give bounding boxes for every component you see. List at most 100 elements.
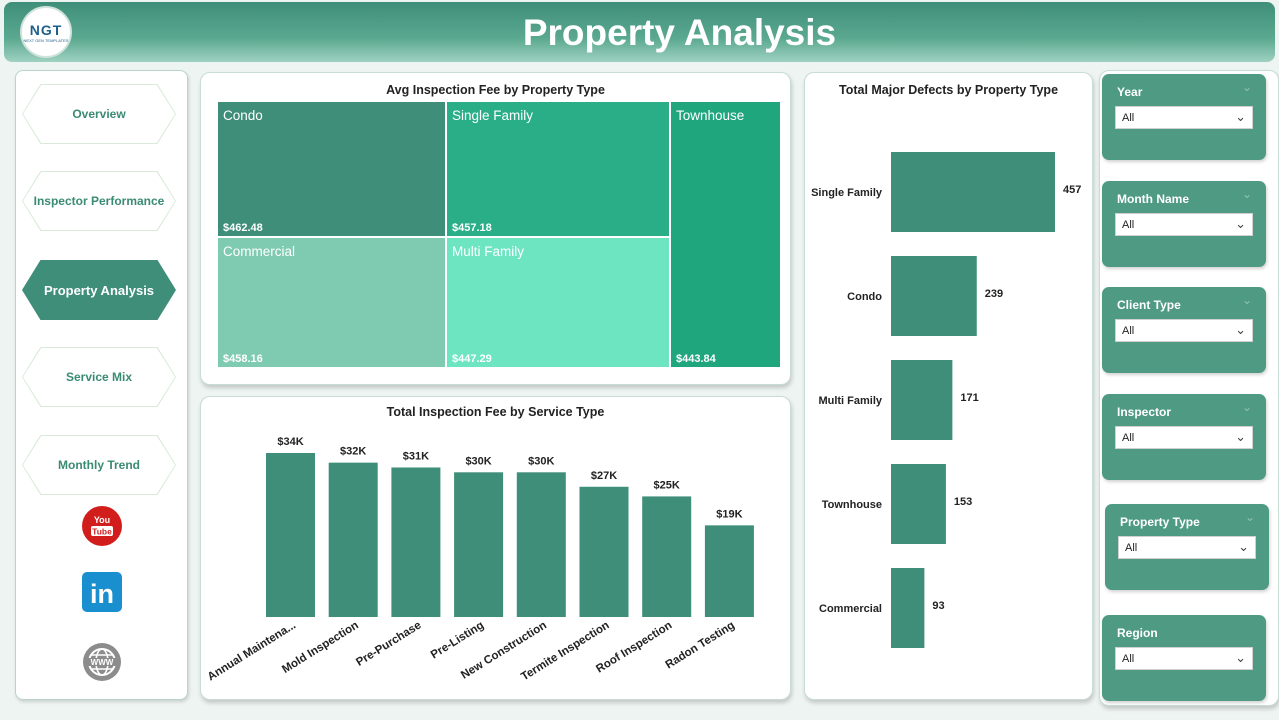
defect-bar[interactable] (891, 152, 1055, 232)
logo-text: NGT (29, 22, 63, 38)
nav-service-mix-label: Service Mix (23, 348, 175, 406)
chevron-down-icon[interactable]: ⌄ (1241, 293, 1252, 307)
filter-month-name-dropdown[interactable]: All ⌄ (1115, 213, 1253, 236)
logo: NGT NEXT GEN TEMPLATES (20, 6, 72, 58)
nav-overview-button[interactable]: Overview (22, 84, 176, 144)
tile-value: $447.29 (452, 353, 492, 365)
nav-inspector-performance-label: Inspector Performance (23, 172, 175, 230)
nav-inspector-performance-button[interactable]: Inspector Performance (22, 171, 176, 231)
filter-property-type-label: Property Type (1120, 515, 1200, 529)
youtube-icon[interactable]: You Tube (82, 506, 122, 546)
dropdown-value: All (1122, 112, 1135, 124)
filter-region: Region All ⌄ (1102, 615, 1266, 701)
filter-month-name: Month Name ⌄ All ⌄ (1102, 181, 1266, 267)
chevron-down-icon: ⌄ (1235, 322, 1246, 337)
globe-icon[interactable]: WWW (82, 642, 122, 682)
nav-service-mix-button[interactable]: Service Mix (22, 347, 176, 407)
column-bar[interactable] (266, 453, 315, 617)
column-data-label: $31K (403, 450, 429, 462)
defect-bar[interactable] (891, 256, 977, 336)
column-bar[interactable] (579, 486, 629, 617)
treemap-tile-single-family[interactable]: Single Family $457.18 (447, 102, 669, 236)
column-bar[interactable] (328, 462, 378, 617)
treemap-tile-condo[interactable]: Condo $462.48 (218, 102, 445, 236)
column-data-label: $30K (528, 455, 554, 467)
nav-property-analysis-label: Property Analysis (23, 261, 175, 319)
defects-chart-card: Total Major Defects by Property Type Sin… (804, 72, 1093, 700)
chevron-down-icon: ⌄ (1238, 539, 1249, 554)
defect-category-label: Townhouse (822, 499, 882, 511)
defect-data-label: 457 (1063, 184, 1081, 196)
logo-subtext: NEXT GEN TEMPLATES (23, 38, 69, 43)
tile-name: Single Family (452, 108, 534, 123)
filter-panel (1099, 70, 1279, 706)
nav-property-analysis-button[interactable]: Property Analysis (22, 260, 176, 320)
defect-bar[interactable] (891, 568, 925, 648)
chevron-down-icon: ⌄ (1235, 429, 1246, 444)
chevron-down-icon: ⌄ (1235, 216, 1246, 231)
defect-bar[interactable] (891, 360, 953, 440)
defect-category-label: Condo (847, 291, 882, 303)
nav-overview-label: Overview (23, 85, 175, 143)
svg-text:WWW: WWW (91, 658, 114, 667)
defects-chart: Single Family 457 Condo 239 Multi Family 171 T… (811, 152, 1081, 648)
dropdown-value: All (1122, 325, 1135, 337)
column-data-label: $30K (465, 455, 491, 467)
dropdown-value: All (1125, 542, 1138, 554)
tile-name: Condo (223, 108, 263, 123)
column-bar[interactable] (704, 525, 754, 617)
defect-category-label: Single Family (811, 187, 883, 199)
linkedin-icon[interactable]: in (82, 572, 122, 612)
filter-region-label: Region (1117, 626, 1158, 640)
svg-text:Tube: Tube (92, 527, 112, 537)
chevron-down-icon[interactable]: ⌄ (1244, 510, 1255, 524)
defect-category-label: Multi Family (818, 395, 882, 407)
defect-data-label: 153 (954, 496, 972, 508)
column-bar[interactable] (454, 472, 504, 617)
dropdown-value: All (1122, 219, 1135, 231)
defect-data-label: 93 (932, 600, 944, 612)
tile-value: $457.18 (452, 222, 492, 234)
defect-bar[interactable] (891, 464, 946, 544)
filter-inspector: Inspector ⌄ All ⌄ (1102, 394, 1266, 480)
nav-monthly-trend-label: Monthly Trend (23, 436, 175, 494)
column-data-label: $25K (654, 479, 680, 491)
chevron-down-icon[interactable]: ⌄ (1241, 187, 1252, 201)
filter-client-type-dropdown[interactable]: All ⌄ (1115, 319, 1253, 342)
filter-region-dropdown[interactable]: All ⌄ (1115, 647, 1253, 670)
chevron-down-icon[interactable]: ⌄ (1241, 400, 1252, 414)
filter-year: Year ⌄ All ⌄ (1102, 74, 1266, 160)
column-category-label: Pre-Purchase (354, 619, 423, 668)
filter-client-type-label: Client Type (1117, 298, 1181, 312)
filter-year-label: Year (1117, 85, 1143, 99)
filter-property-type-dropdown[interactable]: All ⌄ (1118, 536, 1256, 559)
tile-value: $462.48 (223, 222, 263, 234)
treemap-tile-multi-family[interactable]: Multi Family $447.29 (447, 238, 669, 367)
tile-name: Commercial (223, 244, 296, 259)
column-bar[interactable] (642, 496, 692, 617)
treemap-card: Avg Inspection Fee by Property Type Cond… (200, 72, 791, 385)
filter-inspector-dropdown[interactable]: All ⌄ (1115, 426, 1253, 449)
chevron-down-icon: ⌄ (1235, 650, 1246, 665)
svg-text:in: in (90, 579, 114, 609)
column-bar[interactable] (516, 472, 566, 617)
chevron-down-icon[interactable]: ⌄ (1241, 80, 1252, 94)
service-fee-chart-title: Total Inspection Fee by Service Type (386, 405, 605, 419)
tile-name: Townhouse (676, 108, 745, 123)
defect-data-label: 239 (985, 288, 1003, 300)
nav-monthly-trend-button[interactable]: Monthly Trend (22, 435, 176, 495)
tile-value: $443.84 (676, 353, 716, 365)
chevron-down-icon: ⌄ (1235, 109, 1246, 124)
treemap-tile-townhouse[interactable]: Townhouse $443.84 (671, 102, 780, 367)
treemap-title: Avg Inspection Fee by Property Type (386, 83, 605, 97)
filter-client-type: Client Type ⌄ All ⌄ (1102, 287, 1266, 373)
svg-text:You: You (94, 515, 110, 525)
column-data-label: $34K (277, 436, 303, 448)
defects-chart-title: Total Major Defects by Property Type (838, 83, 1059, 97)
tile-value: $458.16 (223, 353, 263, 365)
defect-category-label: Commercial (819, 603, 882, 615)
filter-year-dropdown[interactable]: All ⌄ (1115, 106, 1253, 129)
column-bar[interactable] (391, 467, 441, 617)
treemap-tile-commercial[interactable]: Commercial $458.16 (218, 238, 445, 367)
